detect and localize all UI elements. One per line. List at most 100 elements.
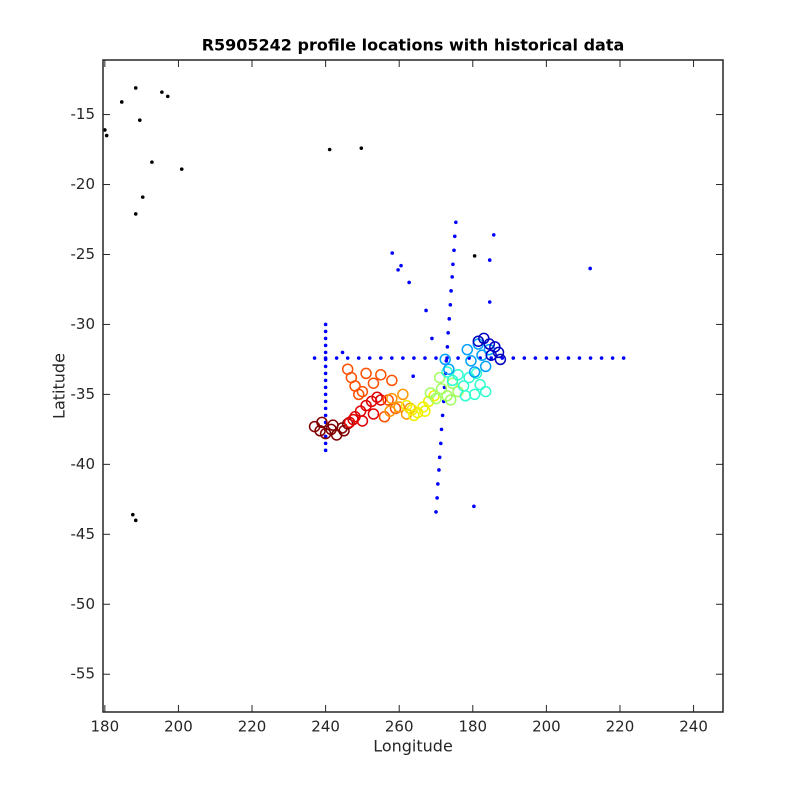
point (487, 300, 492, 304)
point (390, 251, 395, 255)
point (323, 434, 328, 439)
track-point (393, 401, 405, 413)
point (103, 128, 107, 132)
point (511, 356, 516, 360)
track-point (430, 392, 442, 405)
track-point (408, 409, 420, 422)
y-tick-label: -20 (71, 175, 96, 193)
point (472, 254, 477, 258)
point (323, 385, 328, 390)
plot-frame (102, 59, 724, 713)
point (327, 147, 332, 152)
point (446, 331, 450, 335)
chart-title: R5905242 profile locations with historic… (202, 36, 625, 55)
point (340, 350, 345, 355)
track-point (459, 390, 472, 402)
point (140, 195, 145, 199)
point (323, 343, 328, 348)
track-point (470, 367, 483, 380)
track-point (479, 385, 492, 398)
point (437, 455, 442, 460)
point (447, 317, 452, 321)
point (379, 356, 383, 360)
point (452, 248, 456, 253)
track-point (375, 369, 387, 381)
x-tick-label: 180 (91, 718, 120, 736)
track-point (433, 371, 446, 384)
x-tick-label: 180 (458, 718, 487, 736)
track-point (452, 369, 464, 381)
point (439, 427, 444, 432)
x-tick-label: 260 (385, 718, 414, 736)
point (599, 356, 604, 360)
point (323, 364, 328, 369)
track-point (384, 405, 396, 417)
track-point (375, 394, 387, 406)
point (588, 266, 592, 271)
point (434, 510, 438, 514)
y-tick-label: -25 (71, 245, 96, 263)
point (133, 212, 138, 216)
point (323, 378, 328, 383)
point (452, 234, 457, 239)
x-axis-label: Longitude (373, 737, 453, 756)
point (334, 356, 339, 360)
point (472, 504, 476, 509)
point (345, 356, 350, 360)
point (323, 392, 328, 397)
point (533, 356, 538, 360)
point (323, 329, 328, 334)
point (456, 356, 460, 360)
track-point (314, 425, 326, 437)
y-tick-label: -35 (71, 385, 96, 403)
point (437, 468, 441, 472)
x-tick-label: 240 (311, 718, 340, 736)
point (323, 357, 328, 362)
point (448, 303, 453, 307)
point (407, 280, 411, 285)
track-point (483, 338, 496, 350)
point (445, 356, 449, 360)
track-point (479, 360, 492, 373)
point (401, 356, 405, 360)
point (131, 512, 135, 517)
point (522, 356, 527, 360)
point (150, 160, 154, 164)
point (491, 233, 496, 237)
point (165, 94, 170, 99)
point (133, 86, 138, 90)
y-tick-label: -30 (71, 315, 96, 333)
track-point (386, 392, 398, 405)
point (566, 356, 571, 360)
point (430, 336, 434, 341)
point (179, 167, 184, 171)
point (323, 448, 328, 453)
x-tick-label: 200 (164, 718, 193, 736)
point (356, 356, 361, 360)
track-point (419, 405, 431, 417)
y-tick-label: -50 (71, 595, 96, 613)
point (323, 371, 328, 376)
point (323, 322, 328, 327)
point (435, 496, 439, 500)
point (137, 118, 142, 122)
point (411, 374, 415, 379)
track-point (360, 367, 372, 380)
track-point (465, 355, 477, 367)
track-point (367, 408, 380, 420)
point (621, 356, 626, 360)
x-tick-label: 240 (679, 718, 708, 736)
point (323, 336, 328, 341)
track-point (441, 366, 453, 378)
point (323, 399, 328, 404)
point (359, 146, 364, 150)
point (323, 441, 328, 446)
y-tick-label: -45 (71, 525, 96, 543)
point (396, 268, 400, 272)
track-point (406, 404, 418, 416)
point (440, 413, 445, 418)
track-point (494, 353, 507, 366)
track-point (397, 388, 409, 401)
track-point (356, 385, 369, 398)
